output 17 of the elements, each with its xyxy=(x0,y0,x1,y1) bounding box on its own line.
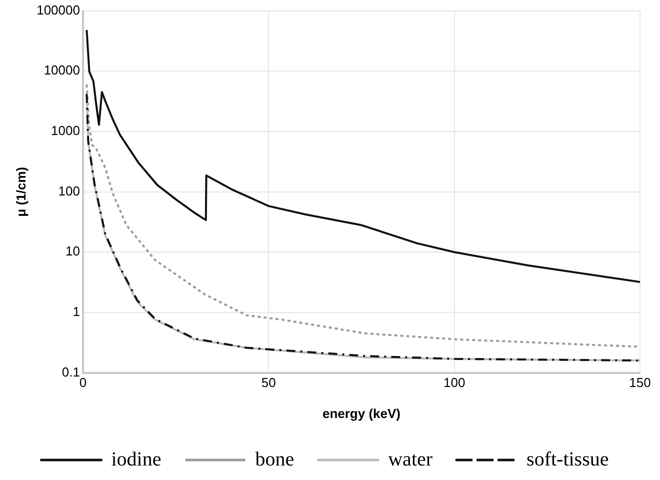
y-tick-label: 0.1 xyxy=(62,364,80,380)
x-axis-title: energy (keV) xyxy=(322,406,401,421)
x-tick-label: 150 xyxy=(629,375,651,390)
legend-label: bone xyxy=(255,448,294,470)
x-tick-label: 0 xyxy=(79,375,87,390)
y-tick-label: 100000 xyxy=(36,2,80,18)
y-tick-label: 10000 xyxy=(44,62,80,78)
y-tick-label: 100 xyxy=(58,183,80,198)
y-tick-label: 1000 xyxy=(51,123,80,138)
x-tick-label: 50 xyxy=(261,375,276,390)
y-axis-title: μ (1/cm) xyxy=(13,166,28,217)
legend-label: water xyxy=(388,448,433,470)
legend-label: iodine xyxy=(111,448,162,470)
legend-label: soft-tissue xyxy=(526,448,609,470)
y-tick-label: 10 xyxy=(66,244,80,259)
y-tick-label: 1 xyxy=(72,304,80,320)
x-tick-label: 100 xyxy=(443,375,466,390)
